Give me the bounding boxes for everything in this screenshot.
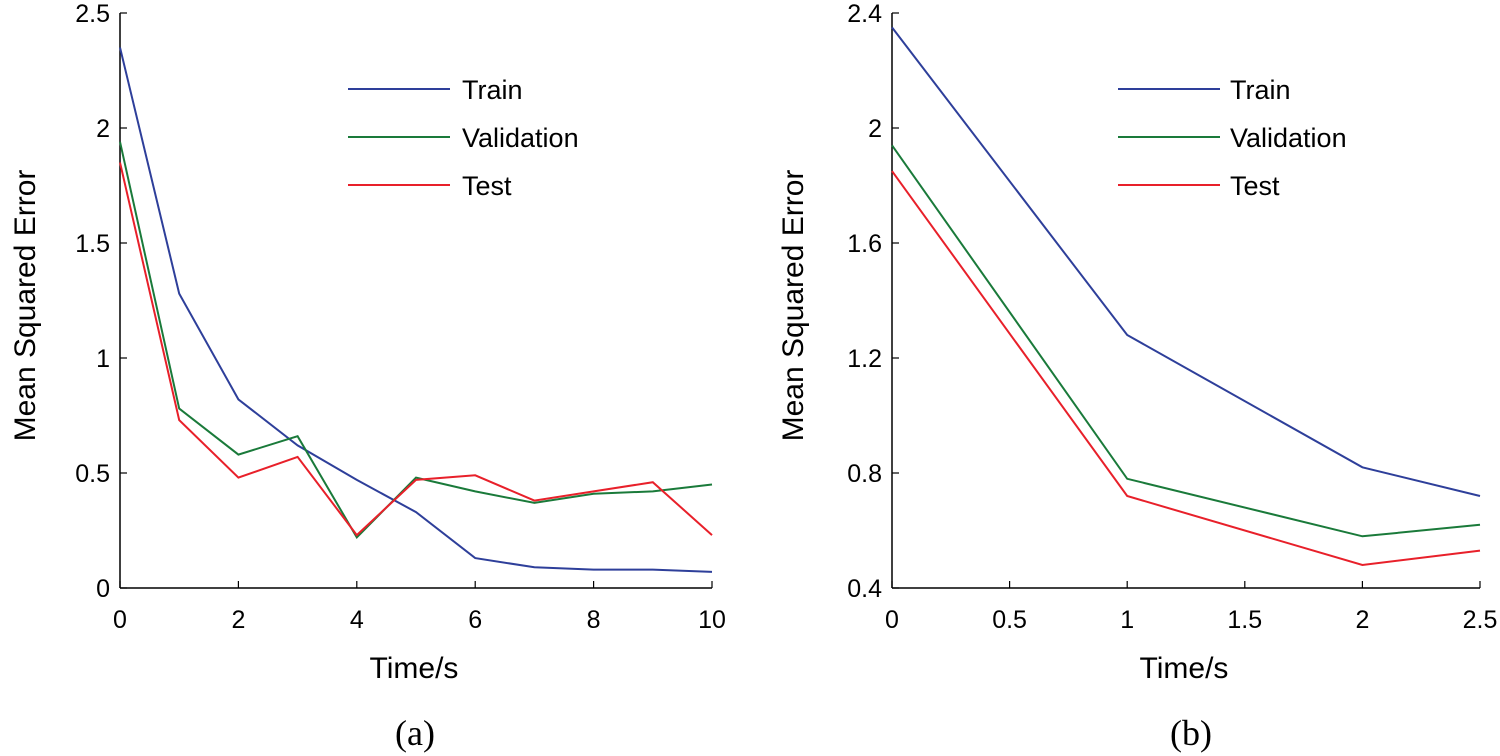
y-axis-label: Mean Squared Error: [777, 170, 810, 442]
x-tick-label: 10: [698, 606, 726, 634]
legend-label-validation: Validation: [1230, 123, 1347, 153]
chart-panel-b: 0 0.5 1 1.5 2 2.5 0.4 0.8 1.2 1.6 2 2.4 Time/s Mean S…: [777, 0, 1497, 753]
y-tick-label: 0.8: [847, 460, 882, 488]
legend-label-validation: Validation: [462, 123, 579, 153]
series-line-test: [119, 162, 713, 537]
y-tick-label: 0.4: [847, 575, 882, 603]
x-tick-label: 2.5: [1463, 606, 1498, 634]
x-tick-label: 0: [885, 606, 899, 634]
x-tick-label: 1: [1120, 606, 1134, 634]
y-tick-label: 2: [96, 115, 110, 143]
series-line-train: [891, 26, 1481, 497]
x-tick-label: 0: [113, 606, 127, 634]
y-axis-label: Mean Squared Error: [9, 170, 42, 442]
x-tick-label: 2: [1355, 606, 1369, 634]
x-tick-label: 8: [587, 606, 601, 634]
chart-panel-a: 0 2 4 6 8 10 0 0.5 1 1.5 2 2.5 Time/s Mean Squared Er…: [9, 0, 726, 753]
y-tick-label: 1.6: [847, 230, 882, 258]
y-tick-label: 1.2: [847, 345, 882, 373]
series-line-train: [119, 47, 713, 573]
legend-label-test: Test: [462, 171, 512, 201]
y-tick-label: 0: [96, 575, 110, 603]
y-tick-label: 1: [96, 345, 110, 373]
series-line-test: [891, 170, 1481, 567]
x-tick-label: 0.5: [992, 606, 1027, 634]
x-tick-label: 2: [231, 606, 245, 634]
legend: Train Validation Test: [348, 75, 579, 201]
x-tick-label: 1.5: [1227, 606, 1262, 634]
legend-label-test: Test: [1230, 171, 1280, 201]
x-axis-label: Time/s: [370, 652, 459, 685]
panel-label: (a): [395, 713, 435, 753]
y-tick-label: 2.4: [847, 0, 882, 28]
legend: Train Validation Test: [1118, 75, 1347, 201]
legend-label-train: Train: [462, 75, 523, 105]
panel-label: (b): [1170, 713, 1212, 753]
x-tick-label: 6: [468, 606, 482, 634]
legend-label-train: Train: [1230, 75, 1291, 105]
series-line-validation: [119, 141, 713, 540]
x-axis-label: Time/s: [1140, 652, 1229, 685]
y-tick-label: 0.5: [75, 460, 110, 488]
y-tick-label: 2: [868, 115, 882, 143]
series-line-validation: [891, 144, 1481, 538]
y-tick-label: 2.5: [75, 0, 110, 28]
y-tick-label: 1.5: [75, 230, 110, 258]
x-tick-label: 4: [350, 606, 364, 634]
